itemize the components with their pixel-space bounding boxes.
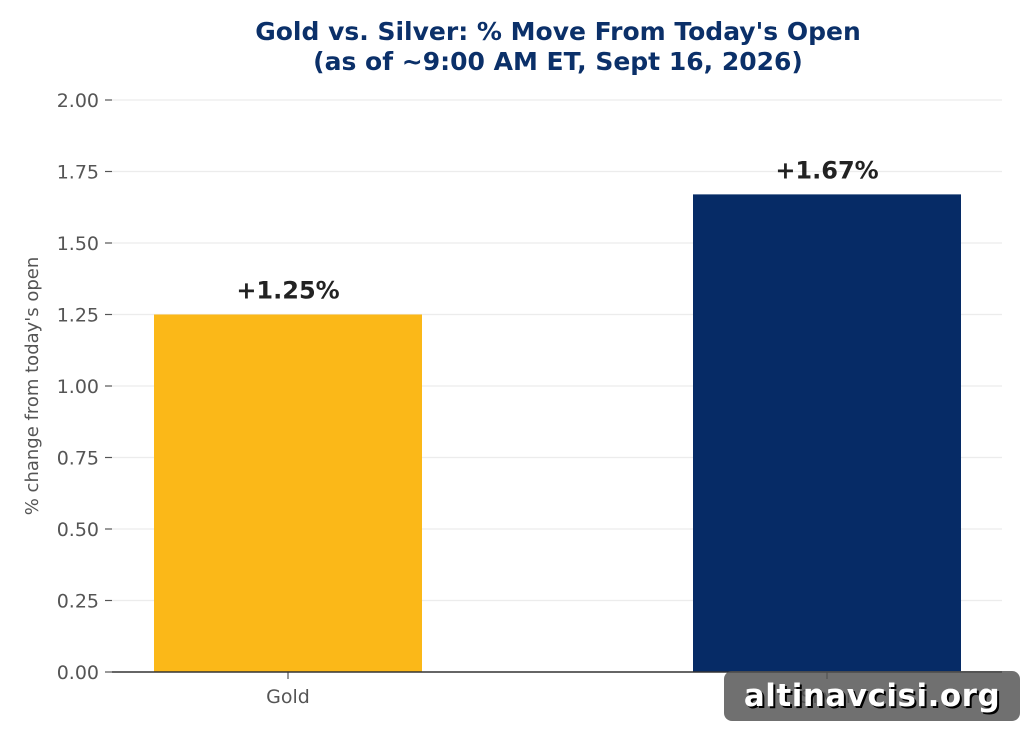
y-axis: 0.00 0.25 0.50 0.75 1.00 1.25 1.50 1.75 2.00	[57, 90, 112, 684]
data-label-silver: +1.67%	[775, 156, 878, 184]
y-axis-label: % change from today's open	[22, 257, 43, 516]
y-tick-label: 0.50	[57, 519, 99, 541]
bar-silver	[693, 194, 961, 672]
y-tick-label: 1.50	[57, 233, 99, 255]
x-tick-label-gold: Gold	[266, 686, 310, 708]
chart-title: Gold vs. Silver: % Move From Today's Ope…	[255, 17, 861, 46]
bar-gold	[154, 314, 422, 672]
bars: +1.25% +1.67%	[154, 156, 961, 672]
y-tick-label: 1.00	[57, 376, 99, 398]
chart-subtitle: (as of ~9:00 AM ET, Sept 16, 2026)	[313, 47, 803, 76]
y-tick-label: 0.25	[57, 591, 99, 613]
data-label-gold: +1.25%	[236, 277, 339, 305]
y-tick-label: 0.00	[57, 662, 99, 684]
y-tick-label: 2.00	[57, 90, 99, 112]
watermark: altinavcisi.org	[724, 671, 1020, 721]
y-tick-label: 1.25	[57, 305, 99, 327]
y-tick-label: 0.75	[57, 448, 99, 470]
y-tick-label: 1.75	[57, 162, 99, 184]
